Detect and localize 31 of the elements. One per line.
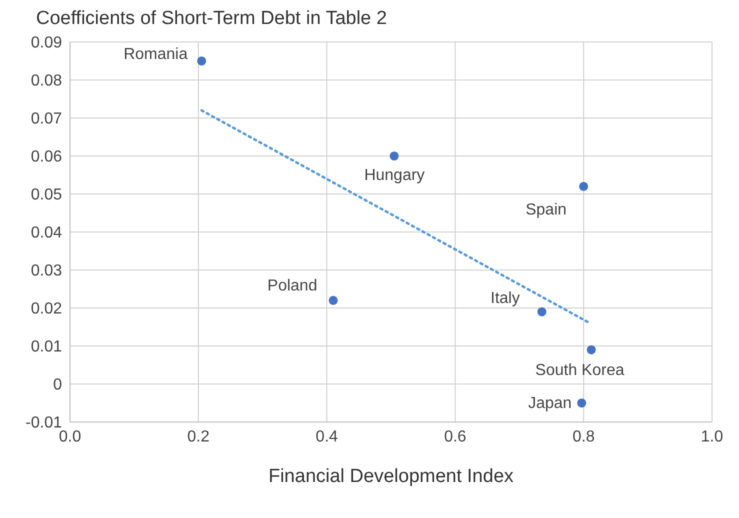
- point: [390, 151, 399, 161]
- x-tick-label: 1.0: [700, 428, 724, 446]
- annotation: Poland: [267, 277, 318, 294]
- y-tick-label: 0.06: [30, 148, 62, 166]
- annotation: Hungary: [364, 167, 425, 184]
- y-tick-label: 0.04: [30, 224, 62, 242]
- point: [579, 182, 588, 191]
- annotation: Romania: [124, 46, 188, 63]
- annotation: Spain: [526, 201, 567, 218]
- y-tick-label: 0: [53, 376, 62, 394]
- y-tick-label: 0.01: [30, 338, 62, 356]
- x-tick-label: 0.4: [316, 428, 338, 446]
- y-tick-label: 0.08: [30, 72, 62, 90]
- point: [537, 307, 546, 316]
- point: [328, 296, 338, 305]
- annotation: Italy: [490, 290, 520, 307]
- point: [197, 56, 206, 66]
- point: [577, 398, 586, 408]
- chart-title: Coefficients of Short-Term Debt in Table 2: [36, 8, 388, 30]
- y-tick-label: 0.03: [30, 262, 62, 280]
- x-tick-label: 0.8: [572, 428, 595, 446]
- y-tick-label: 0.05: [30, 186, 62, 204]
- x-tick-label: 0.6: [444, 428, 466, 446]
- point: [586, 345, 596, 354]
- x-axis-title: Financial Development Index: [268, 466, 514, 487]
- y-tick-label: 0.07: [30, 110, 62, 128]
- annotation: South Korea: [535, 362, 624, 379]
- y-tick-label: 0.02: [30, 300, 62, 318]
- y-tick-label: 0.09: [30, 34, 62, 52]
- x-tick-label: 0.2: [187, 428, 210, 446]
- annotation: Japan: [528, 395, 572, 412]
